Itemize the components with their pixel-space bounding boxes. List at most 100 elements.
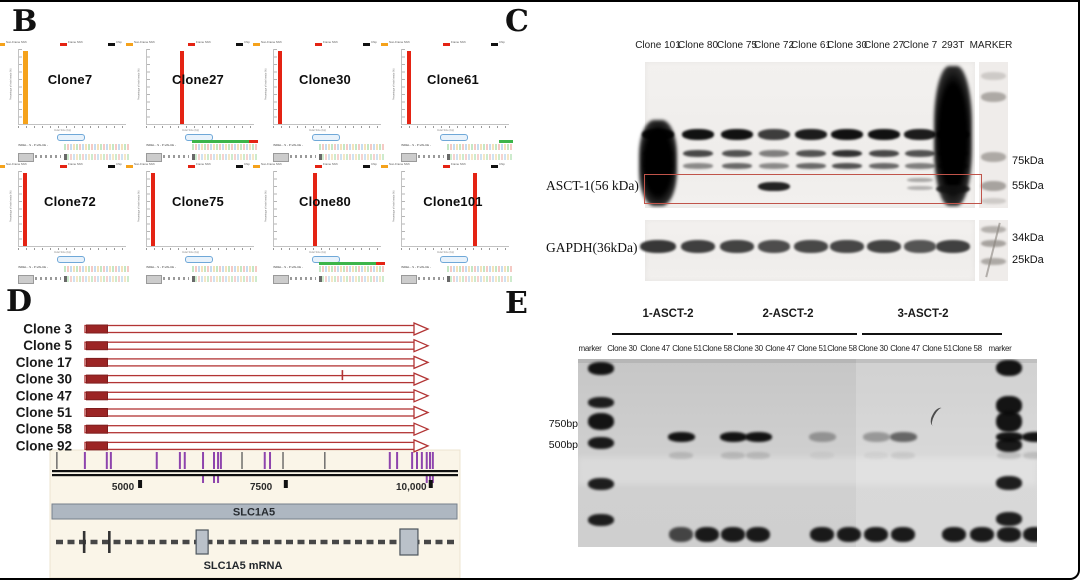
scroll-bracket [440, 256, 468, 263]
primer-dimer-blob [837, 527, 861, 542]
blot-band-top [904, 129, 936, 140]
ladder-band [588, 362, 614, 375]
legend-swatch [490, 42, 498, 47]
ladder-band [588, 514, 614, 526]
clone-arrow-startbox [86, 324, 108, 334]
gapdh-band [904, 240, 936, 253]
clone-row-label: Clone 3 [23, 322, 72, 337]
indel-row-text: INDEL - S - P-VALUE - [401, 144, 431, 147]
blot-band-low [869, 163, 899, 169]
pcr-faint-subband [669, 452, 693, 459]
clone-indel-plot: Non-Frame Shift Frame Shift Chip Percentage… [0, 163, 132, 284]
legend-item: Frame Shift [443, 41, 487, 48]
mrna-tick [82, 531, 86, 553]
panel-e-label: E [505, 286, 528, 321]
asct1-blot [639, 62, 975, 208]
marker-55kda: 55kDa [1012, 180, 1044, 192]
legend-item: Chip [107, 41, 130, 48]
indel-bar [22, 51, 28, 124]
legend-label: Frame Shift [451, 41, 466, 44]
ladder-band [981, 72, 1006, 80]
primer-group-label: 1-ASCT-2 [642, 308, 694, 320]
legend-item: Chip [107, 163, 130, 170]
legend-swatch [490, 164, 498, 169]
guide-coverage-bar [499, 140, 513, 143]
gel-top-edge [578, 359, 1037, 363]
primer-dimer-blob [942, 527, 966, 542]
allele-sequence-strip [447, 144, 513, 150]
blot-band-mid [722, 150, 752, 157]
blot-band-top [831, 129, 863, 140]
lane-label: Clone 101 [635, 40, 681, 51]
allele-count-box [273, 275, 289, 284]
legend-item: Non-Frame Shift [0, 41, 57, 48]
clone-indel-plot: Non-Frame Shift Frame Shift Chip Percentage… [126, 163, 260, 284]
x-axis-title: Indel Size (bp) [437, 250, 455, 254]
lane-label: Clone 27 [863, 40, 905, 51]
gel-lane-label: Clone 47 [640, 344, 670, 353]
indel-summary-row: INDEL - S - P-VALUE - [18, 143, 132, 152]
coordinate-square-tick [283, 480, 288, 488]
clone-row-label: Clone 17 [16, 355, 72, 370]
blot-band-top [868, 129, 900, 140]
x-tick-labels [273, 248, 381, 250]
x-axis [146, 124, 254, 125]
scroll-bracket [312, 134, 340, 141]
gel-lane-label: Clone 58 [952, 344, 982, 353]
scroll-bracket [57, 256, 85, 263]
blot-band-mid [796, 150, 826, 157]
clone-indel-plot: Non-Frame Shift Frame Shift Chip Percentage… [126, 41, 260, 162]
legend-swatch [253, 42, 261, 47]
gapdh-band [719, 240, 755, 253]
allele-sequence-strip [319, 266, 385, 272]
group-underline [862, 333, 1002, 335]
ladder-band [981, 198, 1006, 204]
plot-area [18, 171, 128, 247]
asct1-marker-lane [979, 62, 1008, 208]
legend-label: Non-Frame Shift [6, 163, 27, 166]
legend-swatch [443, 164, 451, 169]
legend-label: Frame Shift [196, 41, 211, 44]
panel-b-label: B [12, 4, 38, 39]
x-axis [18, 246, 126, 247]
marker-25kda: 25kDa [1012, 254, 1044, 266]
panel-b-indel-plots: Non-Frame Shift Frame Shift Chip Percentage… [0, 2, 520, 287]
indel-bar [22, 173, 27, 246]
pcr-product-band [744, 432, 772, 442]
clone-row-label: Clone 51 [16, 405, 73, 420]
legend-item: Frame Shift [60, 41, 104, 48]
legend-item: Frame Shift [60, 163, 104, 170]
legend-item: Frame Shift [315, 41, 359, 48]
allele-sequence-strip [64, 266, 130, 272]
legend-swatch [381, 164, 389, 169]
y-axis [273, 49, 277, 125]
legend-item: Non-Frame Shift [381, 41, 440, 48]
x-axis-title: Indel Size (bp) [54, 250, 72, 254]
gel-lane-label: Clone 47 [890, 344, 920, 353]
ladder-band [981, 258, 1006, 265]
panel-d-label: D [6, 284, 33, 319]
primer-group-label: 2-ASCT-2 [762, 308, 814, 320]
indel-row-text: INDEL - S - P-VALUE - [273, 266, 303, 269]
clone-arrow-startbox [86, 424, 108, 434]
plot-area [401, 49, 511, 125]
indel-bar [313, 173, 318, 246]
legend-swatch [235, 42, 243, 47]
scroll-bracket [57, 134, 85, 141]
x-axis [273, 124, 381, 125]
legend-swatch [188, 164, 196, 169]
pcr-product-band [1021, 432, 1037, 442]
x-axis-title: Indel Size (bp) [309, 128, 327, 132]
legend-label: Chip [370, 41, 377, 44]
allele-sequence-strip [64, 144, 130, 150]
blot-band-mid [683, 150, 713, 157]
clone-arrow-shaft [84, 358, 416, 367]
allele-count-box [18, 275, 34, 284]
allele-sequence-strip-2 [319, 276, 385, 282]
legend-label: Frame Shift [323, 41, 338, 44]
clone-name: Clone61 [427, 72, 479, 87]
blot-band-mid [905, 150, 935, 157]
allele-meta-dashes [163, 277, 189, 280]
blot-band-low [796, 163, 826, 169]
clone-arrow-shaft [84, 341, 416, 350]
